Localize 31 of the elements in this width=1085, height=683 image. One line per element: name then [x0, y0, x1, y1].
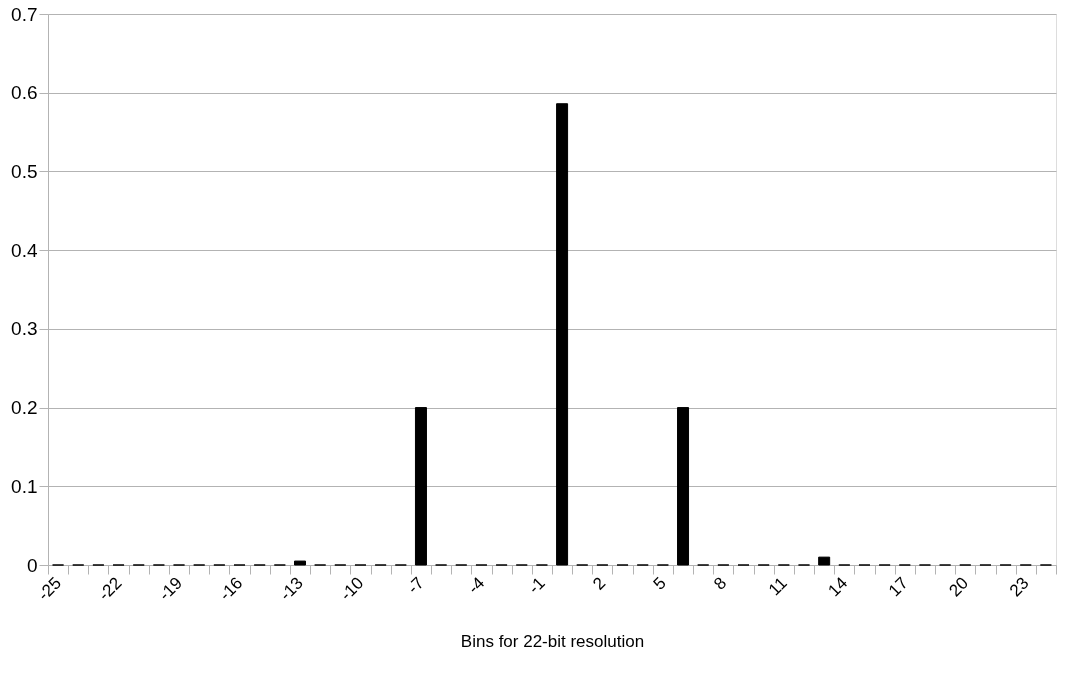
x-tick-label: 2: [589, 573, 610, 594]
x-tick-label: 14: [824, 573, 852, 601]
y-tick-label: 0: [26, 554, 38, 576]
bar: [414, 407, 427, 566]
y-tick-label: 0.5: [11, 160, 38, 182]
x-tick-label: -1: [524, 573, 549, 598]
bar: [818, 556, 831, 566]
y-tick-label: 0.6: [11, 82, 38, 104]
x-tick-label: 8: [710, 573, 731, 594]
x-tick-label: 20: [945, 573, 973, 601]
x-axis-title: Bins for 22-bit resolution: [460, 631, 645, 651]
y-tick-label: 0.4: [11, 239, 38, 261]
y-tick-label: 0.7: [11, 3, 38, 25]
y-tick-label: 0.3: [11, 318, 38, 340]
x-tick-label: -7: [403, 573, 428, 598]
bar: [556, 103, 569, 566]
x-tick-label: -22: [94, 573, 126, 605]
bar: [677, 407, 690, 566]
x-tick-label: -19: [155, 573, 186, 605]
bar: [294, 560, 306, 566]
y-tick-label: 0.2: [11, 397, 38, 419]
x-tick-label: 11: [764, 573, 791, 600]
y-tick-label: 0.1: [11, 475, 38, 497]
x-tick-label: -25: [34, 573, 65, 605]
x-tick-label: 23: [1005, 573, 1033, 601]
x-tick-label: -16: [215, 573, 247, 605]
x-tick-label: -13: [276, 573, 307, 605]
x-tick-label: 5: [649, 573, 670, 594]
x-tick-label: -4: [464, 573, 489, 598]
x-tick-label: -10: [336, 573, 368, 605]
x-tick-label: 17: [884, 573, 912, 601]
